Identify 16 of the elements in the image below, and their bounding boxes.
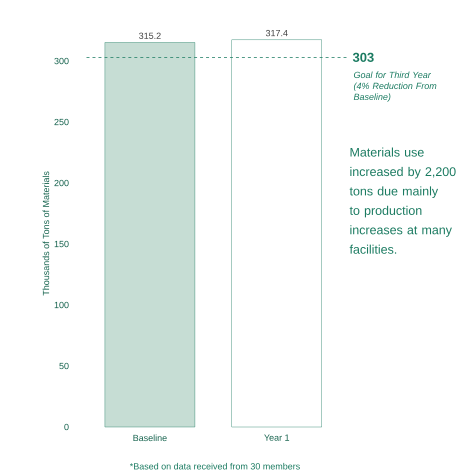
text: Materials use increased by 2,200 tons due mainly to production increases at many facilities. — [350, 148, 456, 254]
y-tick-label: 50 — [59, 362, 69, 370]
y-tick-label: 150 — [54, 240, 69, 248]
y-axis-title: Thousands of Tons of Materials — [42, 171, 50, 296]
y-tick-label: 300 — [54, 58, 69, 64]
text: Goal for Third Year (4% Reduction From Baseline) — [354, 72, 436, 102]
data-label: 317.4 — [266, 30, 288, 36]
text: *Based on data received from 30 members — [130, 462, 300, 470]
data-label: 315.2 — [139, 32, 161, 39]
ref-line-label: 303 — [352, 52, 374, 62]
y-tick-label: 100 — [54, 302, 69, 308]
x-tick-label: Baseline — [133, 434, 167, 442]
x-tick-label: Year 1 — [264, 434, 290, 441]
y-tick-label: 0 — [64, 424, 69, 430]
y-tick-label: 200 — [54, 180, 69, 186]
y-tick-label: 250 — [54, 118, 69, 126]
